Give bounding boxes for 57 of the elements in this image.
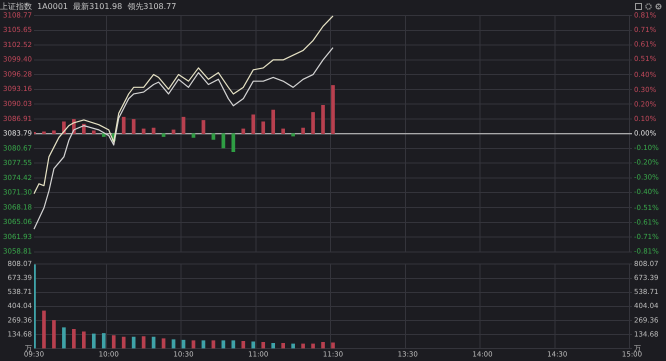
bar: [192, 340, 196, 348]
bar: [311, 112, 315, 134]
bar: [281, 343, 285, 348]
bar: [132, 119, 136, 134]
bar: [301, 128, 305, 134]
bar: [222, 340, 226, 348]
bar: [212, 133, 216, 140]
bar: [102, 333, 106, 348]
bar: [261, 342, 266, 348]
bar: [251, 341, 256, 348]
bar: [52, 130, 56, 134]
bar: [122, 116, 126, 134]
chart-title: 上证指数 1A0001 最新3101.98 领先3108.77: [0, 2, 176, 11]
bar: [182, 116, 186, 134]
bar: [301, 344, 305, 348]
bar: [82, 332, 86, 348]
bar: [202, 340, 206, 348]
bar: [202, 120, 206, 134]
bar: [162, 133, 166, 137]
bar: [271, 110, 276, 134]
bar: [42, 310, 46, 348]
bar: [132, 336, 136, 348]
bar: [321, 342, 325, 348]
bar: [122, 336, 126, 348]
bar: [92, 130, 96, 134]
bar: [162, 338, 166, 348]
bar: [102, 133, 106, 137]
bar: [251, 114, 256, 134]
bar: [232, 133, 236, 152]
bar: [172, 130, 176, 134]
bar: [212, 340, 216, 348]
bar: [241, 340, 246, 348]
bar: [271, 343, 276, 348]
bar: [192, 133, 196, 138]
bar: [222, 133, 226, 148]
bar: [142, 128, 146, 134]
bar: [42, 131, 46, 134]
bar: [182, 340, 186, 348]
bar: [152, 128, 156, 134]
bar: [172, 339, 176, 348]
bar: [142, 336, 146, 348]
bar: [331, 342, 335, 348]
bar: [241, 128, 246, 134]
bar: [152, 336, 156, 348]
bar: [52, 320, 56, 348]
bar: [311, 344, 315, 348]
bar: [291, 133, 295, 136]
bar: [232, 340, 236, 348]
bar: [261, 122, 266, 134]
bar: [62, 327, 66, 348]
bar: [72, 328, 76, 348]
bar: [281, 128, 285, 134]
bar: [291, 344, 295, 348]
bar: [331, 85, 335, 134]
bar: [92, 334, 96, 348]
bar: [321, 105, 325, 134]
bar: [112, 335, 116, 348]
